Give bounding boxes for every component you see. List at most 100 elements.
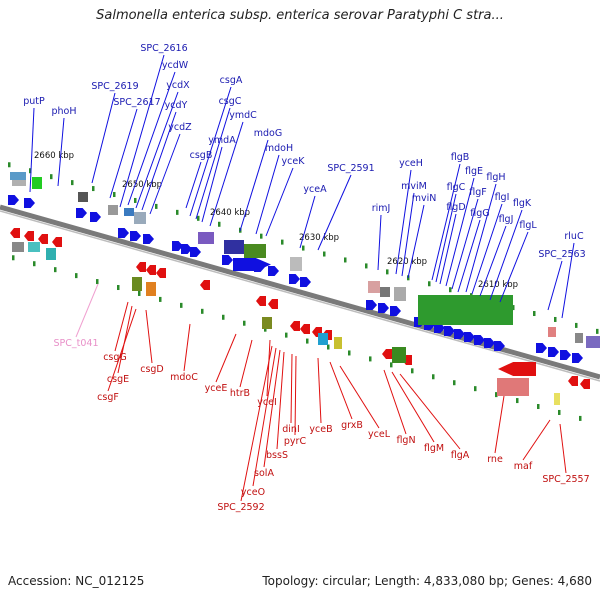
forward-gene[interactable] [8, 195, 19, 205]
gene-label-ycea[interactable]: yceA [303, 184, 327, 195]
gene-label-csga[interactable]: csgA [220, 75, 243, 86]
gene-label-flge[interactable]: flgE [465, 166, 483, 177]
forward-gene[interactable] [222, 255, 233, 265]
forward-gene[interactable] [484, 338, 495, 348]
gene-label-yceh[interactable]: yceH [399, 158, 423, 169]
gene-label-mdoh[interactable]: mdoH [265, 143, 293, 154]
gene-label-phoh[interactable]: phoH [51, 106, 76, 117]
gene-label-mdog[interactable]: mdoG [254, 128, 282, 139]
gene-label-flgg[interactable]: flgG [470, 208, 489, 219]
gene-label-ycei[interactable]: yceI [257, 397, 277, 408]
gene-label-flgd[interactable]: flgD [446, 202, 465, 213]
forward-gene[interactable] [536, 343, 547, 353]
gene-label-flgj[interactable]: flgJ [499, 214, 514, 225]
forward-gene[interactable] [548, 347, 559, 357]
gene-label-ycee[interactable]: yceE [205, 383, 228, 394]
gene-label-csgg[interactable]: csgG [103, 352, 127, 363]
reverse-gene[interactable] [580, 379, 590, 389]
gene-label-ycdw[interactable]: ycdW [162, 60, 189, 71]
forward-gene[interactable] [24, 198, 35, 208]
gene-label-spc-t041[interactable]: SPC_t041 [54, 338, 99, 349]
reverse-gene[interactable] [156, 268, 166, 278]
gene-label-flgh[interactable]: flgH [486, 172, 505, 183]
gene-label-flgm[interactable]: flgM [424, 443, 444, 454]
forward-gene[interactable] [390, 306, 401, 316]
reverse-gene[interactable] [498, 362, 536, 376]
gene-label-csgc[interactable]: csgC [219, 96, 242, 107]
reverse-gene[interactable] [52, 237, 62, 247]
gene-label-flga[interactable]: flgA [451, 450, 470, 461]
forward-gene[interactable] [444, 326, 455, 336]
gene-label-spc-2592[interactable]: SPC_2592 [217, 502, 264, 513]
gene-label-csgf[interactable]: csgF [97, 392, 119, 403]
forward-gene[interactable] [289, 274, 300, 284]
gene-label-bsss[interactable]: bssS [266, 450, 288, 461]
gene-label-csgd[interactable]: csgD [140, 364, 164, 375]
forward-gene[interactable] [190, 247, 201, 257]
forward-gene[interactable] [300, 277, 311, 287]
reverse-gene[interactable] [256, 296, 266, 306]
reverse-gene[interactable] [300, 324, 310, 334]
reverse-gene[interactable] [136, 262, 146, 272]
reverse-gene[interactable] [200, 280, 210, 290]
forward-gene[interactable] [474, 335, 485, 345]
gene-label-csgb[interactable]: csgB [190, 150, 213, 161]
gene-label-yceo[interactable]: yceO [241, 487, 265, 498]
gene-label-ycdy[interactable]: ycdY [165, 100, 188, 111]
gene-label-csge[interactable]: csgE [107, 374, 129, 385]
gene-label-grxb[interactable]: grxB [341, 420, 363, 431]
forward-gene[interactable] [118, 228, 129, 238]
gene-label-ycdx[interactable]: ycdX [166, 80, 190, 91]
reverse-gene[interactable] [10, 228, 20, 238]
forward-gene[interactable] [366, 300, 377, 310]
reverse-gene[interactable] [38, 234, 48, 244]
forward-gene[interactable] [378, 303, 389, 313]
forward-gene[interactable] [181, 244, 192, 254]
gene-label-mdoc[interactable]: mdoC [170, 372, 198, 383]
gene-label-rne[interactable]: rne [487, 454, 503, 465]
forward-gene[interactable] [268, 266, 279, 276]
reverse-gene[interactable] [568, 376, 578, 386]
gene-label-pyrc[interactable]: pyrC [284, 436, 307, 447]
gene-label-yceb[interactable]: yceB [309, 424, 332, 435]
gene-label-rimj[interactable]: rimJ [372, 203, 391, 214]
reverse-gene[interactable] [268, 299, 278, 309]
gene-label-flgk[interactable]: flgK [513, 198, 532, 209]
forward-gene[interactable] [560, 350, 571, 360]
gene-label-flgf[interactable]: flgF [469, 187, 486, 198]
forward-gene[interactable] [130, 231, 141, 241]
gene-label-flgc[interactable]: flgC [447, 182, 466, 193]
gene-label-spc-2557[interactable]: SPC_2557 [542, 474, 589, 485]
forward-gene[interactable] [454, 329, 465, 339]
gene-label-flgi[interactable]: flgI [495, 192, 510, 203]
gene-label-ycek[interactable]: yceK [282, 156, 306, 167]
gene-label-spc-2617[interactable]: SPC_2617 [113, 97, 160, 108]
reverse-gene[interactable] [382, 349, 392, 359]
gene-label-flgb[interactable]: flgB [451, 152, 470, 163]
reverse-gene[interactable] [24, 231, 34, 241]
gene-label-rluc[interactable]: rluC [564, 231, 584, 242]
gene-label-flgl[interactable]: flgL [519, 220, 537, 231]
gene-label-spc-2563[interactable]: SPC_2563 [538, 249, 585, 260]
forward-gene[interactable] [572, 353, 583, 363]
gene-label-flgn[interactable]: flgN [396, 435, 415, 446]
forward-gene[interactable] [172, 241, 183, 251]
gene-label-putp[interactable]: putP [23, 96, 45, 107]
forward-gene[interactable] [494, 341, 505, 351]
forward-gene[interactable] [143, 234, 154, 244]
forward-gene[interactable] [233, 258, 271, 271]
forward-gene[interactable] [90, 212, 101, 222]
gene-label-spc-2619[interactable]: SPC_2619 [91, 81, 138, 92]
gene-label-mvin[interactable]: mviN [412, 193, 437, 204]
gene-label-htrb[interactable]: htrB [230, 388, 250, 399]
gene-label-spc-2616[interactable]: SPC_2616 [140, 43, 187, 54]
gene-label-sola[interactable]: solA [254, 468, 274, 479]
gene-label-dini[interactable]: dinI [282, 424, 300, 435]
forward-gene[interactable] [76, 208, 87, 218]
gene-label-ycdz[interactable]: ycdZ [168, 122, 192, 133]
gene-label-spc-2591[interactable]: SPC_2591 [327, 163, 374, 174]
gene-label-maf[interactable]: maf [514, 461, 533, 472]
gene-label-ycel[interactable]: yceL [368, 429, 391, 440]
gene-label-ymda[interactable]: ymdA [208, 135, 236, 146]
forward-gene[interactable] [464, 332, 475, 342]
